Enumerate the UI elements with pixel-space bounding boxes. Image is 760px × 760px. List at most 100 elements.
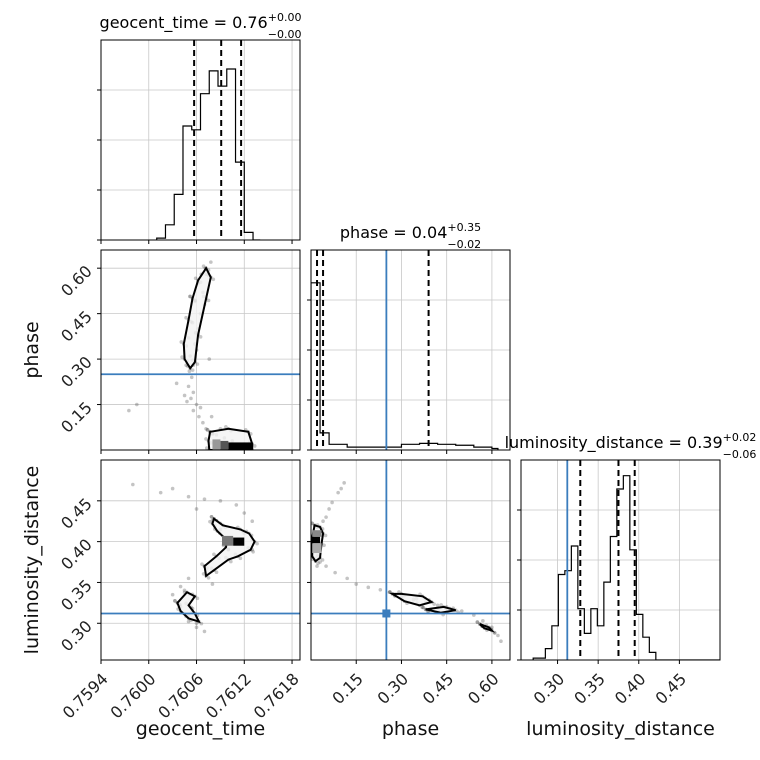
sample-point [200,562,204,566]
contour [182,266,212,370]
density-cell [220,440,229,450]
x-tick-label: 0.40 [611,669,650,708]
sample-point [311,521,314,526]
sample-point [204,437,208,441]
sample-point [327,507,331,511]
panel-body [311,460,510,660]
sample-point [191,390,196,395]
panel-body [101,260,300,454]
y-tick-label: 0.15 [57,398,96,437]
panel-phase-vs-luminosity_distance [307,459,511,664]
sample-point [191,408,196,413]
panel-frame [100,459,301,661]
sample-point [421,605,425,610]
contour [203,517,256,578]
sample-point [204,446,209,450]
sample-point [209,414,214,419]
x-tick-label: 0.7594 [59,669,112,722]
sample-point [420,605,424,610]
sample-point [209,514,214,519]
hist-panel-geocent_time [97,39,301,244]
sample-point [158,490,163,495]
sample-point [253,450,257,454]
sample-point [184,315,188,320]
x-tick-label: 0.7618 [250,669,303,722]
hist-panel-phase [307,249,511,454]
sample-point [336,490,340,495]
sample-point [204,426,208,431]
title-value: phase = 0.04 [340,223,447,242]
sample-point [188,294,192,299]
y-tick-label: 0.35 [57,576,96,615]
contour [388,592,435,607]
sample-point [499,639,503,644]
x-tick-label: 0.60 [464,669,503,708]
sample-point [211,277,216,282]
sample-point [194,625,199,630]
hist-panel-luminosity_distance [517,459,721,664]
y-tick-label: 0.60 [57,262,96,301]
sample-point [432,602,436,606]
sample-point [186,619,191,624]
sample-point [234,503,239,507]
contour [176,590,201,624]
y-tick-label: 0.30 [57,352,96,391]
title-luminosity_distance: luminosity_distance = 0.39+0.02 [505,431,757,453]
sample-point [178,584,183,589]
sample-point [481,619,485,623]
panel-body [101,482,300,634]
x-axis-label-luminosity_distance: luminosity_distance [526,718,715,740]
sample-point [316,561,320,566]
sample-point [198,405,203,410]
sample-point [218,499,223,503]
x-axis-label-geocent_time: geocent_time [136,718,265,740]
sample-point [224,424,228,429]
x-tick-label: 0.15 [328,669,367,708]
density-cell [312,536,321,544]
sample-point [242,511,247,515]
title-upper: +0.02 [723,431,757,444]
y-tick-label: 0.45 [57,307,96,346]
sample-point [189,375,194,380]
sample-point [475,620,480,624]
title-upper: +0.35 [447,221,481,234]
sample-point [173,599,177,603]
x-axis-label-phase: phase [382,718,439,740]
histogram-geocent_time [156,68,261,240]
sample-point [185,399,189,404]
sample-point [388,590,392,594]
y-axis-label-luminosity_distance: luminosity_distance [21,466,43,655]
sample-point [205,428,210,432]
x-tick-label: 0.7606 [154,669,207,722]
sample-point [366,585,371,590]
sample-point [321,519,325,524]
y-axis-label-phase: phase [21,321,43,378]
panel-geocent_time-vs-phase [97,249,301,454]
title-value: geocent_time = 0.76 [100,13,268,33]
density-cell [228,442,253,450]
sample-point [189,396,193,401]
sample-point [323,533,328,538]
sample-point [333,570,337,575]
title-value: luminosity_distance = 0.39 [505,433,723,453]
sample-point [194,402,199,407]
sample-point [251,549,255,554]
title-upper: +0.00 [268,11,302,24]
sample-point [238,556,243,561]
sample-point [339,486,343,491]
panel-frame [520,459,721,661]
sample-point [209,514,214,519]
sample-point [186,576,191,581]
sample-point [131,482,135,487]
sample-point [210,582,215,586]
histogram-phase [311,282,499,450]
sample-point [475,620,480,624]
sample-point [250,519,255,524]
sample-point [135,402,139,407]
sample-point [187,369,192,374]
sample-point [202,629,207,634]
sample-point [207,357,212,361]
sample-point [354,582,359,586]
panel-frame [100,249,301,451]
y-tick-label: 0.40 [57,535,96,574]
